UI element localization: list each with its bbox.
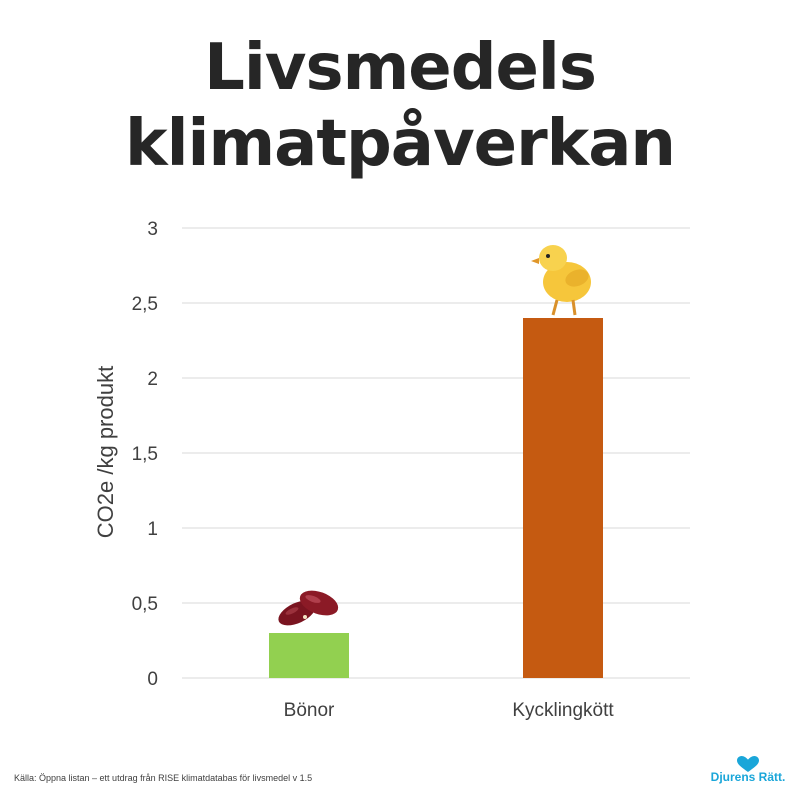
heart-icon xyxy=(737,756,759,772)
y-tick-label: 1,5 xyxy=(132,444,158,465)
x-category-label: Kycklingkött xyxy=(512,700,614,721)
bar xyxy=(269,633,349,678)
bar-icons xyxy=(278,245,591,626)
y-tick-label: 2,5 xyxy=(132,294,158,315)
x-axis-categories: Bönor Kycklingkött xyxy=(284,700,615,721)
kidney-beans-icon xyxy=(278,590,339,626)
y-axis-label: CO2e /kg produkt xyxy=(93,366,118,538)
bars xyxy=(269,318,603,678)
chart-title-line-2: klimatpåverkan xyxy=(125,107,676,181)
y-tick-label: 0 xyxy=(147,669,158,690)
djurens-ratt-logo: Djurens Rätt. xyxy=(706,756,790,792)
chick-icon xyxy=(531,245,591,316)
x-category-label: Bönor xyxy=(284,700,335,721)
y-tick-label: 3 xyxy=(147,219,158,240)
y-tick-label: 2 xyxy=(147,369,158,390)
bar xyxy=(523,318,603,678)
y-axis-ticks: 0 0,5 1 1,5 2 2,5 3 xyxy=(132,219,158,690)
chart-title-line-1: Livsmedels xyxy=(204,31,597,105)
y-tick-label: 0,5 xyxy=(132,594,158,615)
y-tick-label: 1 xyxy=(147,519,158,540)
chart-title: Livsmedels klimatpåverkan xyxy=(0,30,800,182)
logo-text: Djurens Rätt. xyxy=(710,770,786,784)
source-note: Källa: Öppna listan – ett utdrag från RI… xyxy=(14,773,313,783)
gridlines xyxy=(182,227,690,679)
